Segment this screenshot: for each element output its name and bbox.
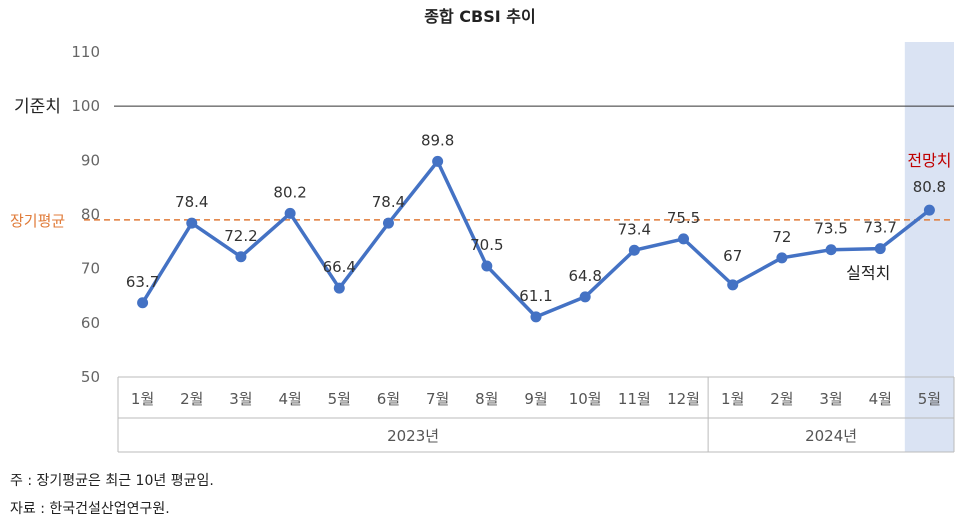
y-tick-label: 90 (81, 151, 100, 169)
x-tick-label: 9월 (524, 390, 547, 408)
x-tick-label: 4월 (869, 390, 892, 408)
data-point (333, 282, 345, 294)
data-label: 80.2 (273, 183, 306, 201)
forecast-highlight (904, 42, 954, 452)
footnote: 주 : 장기평균은 최근 10년 평균임. (10, 473, 214, 489)
y-axis: 50 60 70 80 90 100 110 (71, 43, 100, 386)
data-label: 89.8 (421, 131, 454, 149)
y-tick-label: 50 (81, 368, 100, 386)
data-point (186, 217, 198, 229)
data-labels: 63.7 78.4 72.2 80.2 66.4 78.4 89.8 70.5 61.1 64.8… (126, 131, 946, 304)
x-tick-label: 12월 (667, 390, 700, 408)
actual-annotation: 실적치 (846, 264, 890, 283)
data-point (776, 252, 788, 264)
chart-title: 종합 CBSI 추이 (424, 7, 535, 26)
x-tick-label: 2월 (180, 390, 203, 408)
data-point (137, 297, 149, 309)
x-tick-label: 11월 (618, 390, 651, 408)
data-point (432, 155, 444, 167)
data-point (235, 251, 247, 263)
x-tick-label: 5월 (918, 390, 941, 408)
x-tick-label: 3월 (819, 390, 842, 408)
data-label: 73.5 (814, 220, 847, 238)
x-tick-label: 7월 (426, 390, 449, 408)
y-tick-label: 100 (71, 97, 100, 115)
data-label: 72 (772, 228, 791, 246)
data-label: 67 (723, 247, 742, 265)
data-label: 70.5 (470, 236, 503, 254)
data-label: 78.4 (175, 193, 208, 211)
x-tick-label: 3월 (229, 390, 252, 408)
data-label: 73.7 (864, 219, 897, 237)
x-tick-label: 10월 (569, 390, 602, 408)
year-group-label: 2023년 (387, 427, 439, 445)
data-point (923, 204, 935, 216)
source-note: 자료 : 한국건설산업연구원. (10, 501, 170, 517)
y-tick-label: 60 (81, 314, 100, 332)
data-label: 78.4 (372, 193, 405, 211)
data-label: 73.4 (618, 220, 651, 238)
data-point (727, 279, 739, 291)
chart-canvas: 종합 CBSI 추이 50 60 70 80 90 100 110 기준치 장기평균 1월 2… (10, 7, 955, 453)
x-tick-label: 2월 (770, 390, 793, 408)
x-tick-label: 6월 (377, 390, 400, 408)
data-label: 61.1 (519, 287, 552, 305)
data-point (530, 311, 542, 323)
y-tick-label: 110 (71, 43, 100, 61)
x-tick-label: 5월 (328, 390, 351, 408)
data-label: 64.8 (568, 267, 601, 285)
x-tick-label: 4월 (278, 390, 301, 408)
data-label: 66.4 (323, 258, 356, 276)
long-term-average-label: 장기평균 (10, 212, 65, 230)
data-point (874, 243, 886, 255)
data-point (382, 217, 394, 229)
data-point (825, 244, 837, 256)
forecast-annotation: 전망치 (907, 151, 951, 170)
data-point (284, 207, 296, 219)
x-tick-label: 1월 (721, 390, 744, 408)
baseline-label: 기준치 (14, 97, 61, 117)
y-tick-label: 70 (81, 260, 100, 278)
x-tick-label: 8월 (475, 390, 498, 408)
data-point (628, 244, 640, 256)
data-points (137, 155, 935, 323)
data-point (678, 233, 690, 245)
data-label: 80.8 (913, 178, 946, 196)
x-axis: 1월 2월 3월 4월 5월 6월 7월 8월 9월 10월 11월 12월 1월 2월 3월 4월 5월 202… (117, 376, 955, 453)
data-label: 75.5 (667, 209, 700, 227)
x-tick-label: 1월 (131, 390, 154, 408)
data-point (579, 291, 591, 303)
data-label: 63.7 (126, 273, 159, 291)
y-tick-label: 80 (81, 206, 100, 224)
data-point (481, 260, 493, 272)
year-group-label: 2024년 (805, 427, 857, 445)
data-label: 72.2 (224, 227, 257, 245)
